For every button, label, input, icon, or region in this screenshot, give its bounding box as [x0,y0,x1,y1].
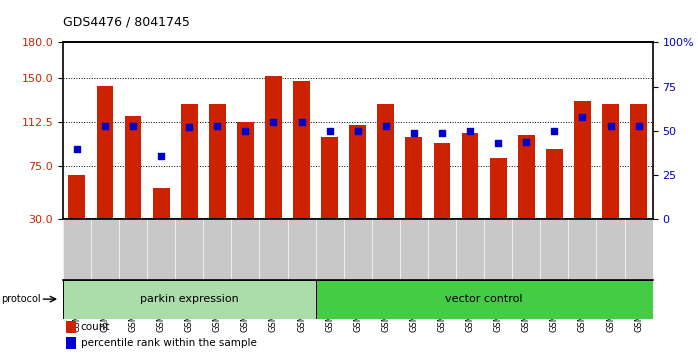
Bar [66,337,76,349]
Point [633,123,644,129]
Text: protocol: protocol [1,294,41,304]
Bar [490,158,507,219]
Point [436,130,447,136]
Point [605,123,616,129]
Bar [293,81,310,219]
Point [577,114,588,120]
Bar [433,143,450,219]
Point [211,123,223,129]
Bar [406,137,422,219]
Bar [237,121,254,219]
Point [408,130,419,136]
Point [184,125,195,130]
Point [156,153,167,159]
Bar [630,104,647,219]
Point [71,146,82,152]
Point [464,128,475,134]
Text: vector control: vector control [445,294,523,304]
Text: percentile rank within the sample: percentile rank within the sample [80,338,256,348]
Bar [546,149,563,219]
Point [549,128,560,134]
Bar [265,75,282,219]
Point [324,128,335,134]
Bar [574,102,591,219]
Point [380,123,392,129]
Bar [66,321,76,333]
Bar [518,135,535,219]
Bar [209,104,225,219]
Bar [321,137,338,219]
Point [352,128,363,134]
Point [493,141,504,146]
Bar [602,104,619,219]
Bar [96,86,113,219]
Bar [68,175,85,219]
Bar [461,133,479,219]
Point [521,139,532,144]
Point [296,119,307,125]
Bar [315,280,653,319]
Bar [378,104,394,219]
Text: count: count [80,322,110,332]
Bar [153,188,170,219]
Bar [181,104,198,219]
Point [99,123,110,129]
Bar [125,116,142,219]
Point [268,119,279,125]
Point [128,123,139,129]
Bar [63,280,315,319]
Text: parkin expression: parkin expression [140,294,239,304]
Text: GDS4476 / 8041745: GDS4476 / 8041745 [63,16,190,29]
Point [240,128,251,134]
Bar [349,125,366,219]
